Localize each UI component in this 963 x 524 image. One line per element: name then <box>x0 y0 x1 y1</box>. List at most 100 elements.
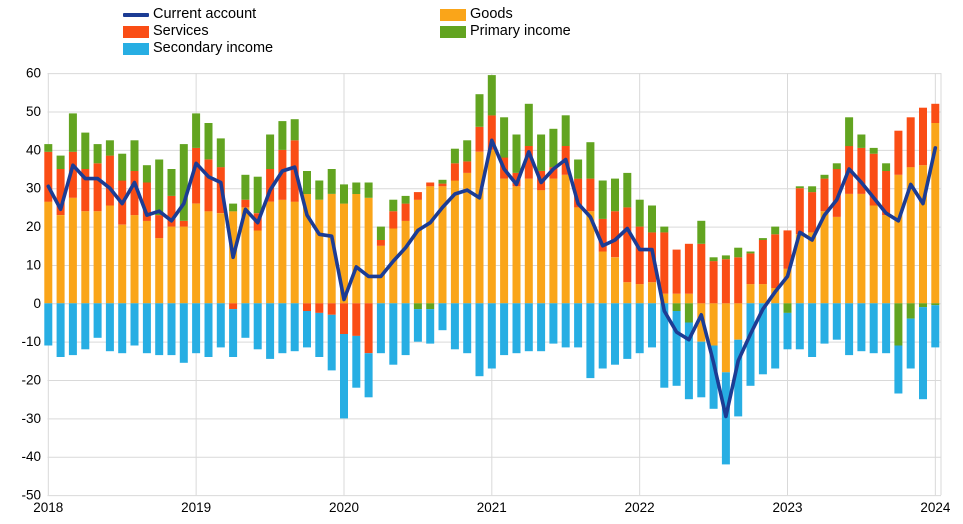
bar-segment <box>931 103 940 123</box>
bar-segment <box>808 192 817 233</box>
bar-segment <box>253 230 262 304</box>
bar-segment <box>463 140 472 162</box>
bar-segment <box>524 103 533 146</box>
legend-label-secondary-income: Secondary income <box>153 40 274 56</box>
bar-segment <box>869 147 878 154</box>
bar-segment <box>648 282 656 304</box>
legend-item-secondary-income: Secondary income <box>123 40 273 57</box>
bar-segment <box>783 303 792 313</box>
bar-segment <box>845 303 854 356</box>
bar-segment <box>906 167 915 304</box>
bar-segment <box>376 303 385 354</box>
bar-segment <box>401 195 410 204</box>
bar-segment <box>352 194 361 304</box>
bar-segment <box>364 197 373 304</box>
bar-segment <box>229 309 238 357</box>
bar-segment <box>315 303 324 313</box>
bar-segment <box>611 211 619 258</box>
bar-segment <box>487 303 496 369</box>
bar-segment <box>266 303 275 359</box>
bar-segment <box>327 314 336 371</box>
bar-segment <box>783 230 792 269</box>
bar-segment <box>290 119 299 141</box>
bar-segment <box>155 238 164 304</box>
bar-segment <box>709 261 718 304</box>
legend-label-goods: Goods <box>470 6 513 22</box>
bar-segment <box>376 240 385 246</box>
bar-segment <box>820 303 829 344</box>
bar-segment <box>204 211 213 304</box>
bar-segment <box>524 303 533 352</box>
bar-segment <box>438 179 447 184</box>
bar-segment <box>635 226 644 285</box>
bar-segment <box>229 203 238 212</box>
bar-segment <box>81 132 90 169</box>
current-account-line-swatch <box>123 12 149 17</box>
bar-segment <box>500 117 509 158</box>
bar-segment <box>463 161 472 173</box>
bar-segment <box>167 303 176 356</box>
bar-segment <box>672 249 681 294</box>
svg-text:2018: 2018 <box>33 500 63 515</box>
bar-segment <box>487 115 496 150</box>
bar-segment <box>142 165 151 183</box>
bar-segment <box>660 232 669 294</box>
bar-segment <box>389 303 398 365</box>
bar-segment <box>266 134 275 169</box>
bar-segment <box>549 303 558 344</box>
bar-segment <box>290 303 299 352</box>
bar-segment <box>672 293 681 304</box>
bar-segment <box>56 303 65 357</box>
bar-segment <box>919 307 927 400</box>
bar-segment <box>635 284 644 304</box>
bar-segment <box>512 186 521 304</box>
bar-segment <box>746 303 755 386</box>
current-account-line <box>46 138 938 419</box>
bar-segment <box>413 199 422 304</box>
bar-segment <box>598 180 607 219</box>
bar-segment <box>697 303 706 342</box>
bar-segment <box>672 303 681 311</box>
bar-segment <box>684 322 693 400</box>
bar-segment <box>623 303 632 359</box>
bar-segment <box>56 155 65 169</box>
bars-primary-income <box>44 75 940 346</box>
bar-segment <box>130 171 139 216</box>
bars-services <box>44 103 940 354</box>
bar-segment <box>142 182 151 221</box>
bar-segment <box>142 220 151 304</box>
bar-segment <box>450 148 459 164</box>
bar-segment <box>894 345 903 394</box>
bar-segment <box>56 215 65 304</box>
legend-item-current-account: Current account <box>123 6 256 23</box>
bar-segment <box>179 303 188 363</box>
legend-label-current-account: Current account <box>153 6 257 22</box>
bar-segment <box>795 186 804 189</box>
bar-segment <box>352 303 361 336</box>
bar-segment <box>783 268 792 304</box>
bar-segment <box>68 151 77 198</box>
bar-segment <box>93 163 102 212</box>
bar-segment <box>179 144 188 221</box>
bar-segment <box>857 194 866 304</box>
bar-segment <box>487 75 496 116</box>
svg-text:-50: -50 <box>21 488 41 503</box>
bar-segment <box>155 159 164 216</box>
bar-segment <box>758 238 767 240</box>
bar-segment <box>105 155 114 206</box>
bar-segment <box>438 303 447 331</box>
bar-segment <box>746 251 755 254</box>
bar-segment <box>882 163 891 171</box>
bar-segment <box>574 178 583 208</box>
bar-segment <box>586 178 595 212</box>
bar-segment <box>450 180 459 304</box>
bar-segment <box>413 309 422 342</box>
bar-segment <box>463 172 472 304</box>
bar-segment <box>524 146 533 179</box>
bar-segment <box>130 215 139 304</box>
bar-segment <box>845 194 854 304</box>
x-axis-labels: 2018 2019 2020 2021 2022 2023 2024 <box>33 500 951 515</box>
bar-segment <box>586 211 595 304</box>
bar-segment <box>167 169 176 196</box>
